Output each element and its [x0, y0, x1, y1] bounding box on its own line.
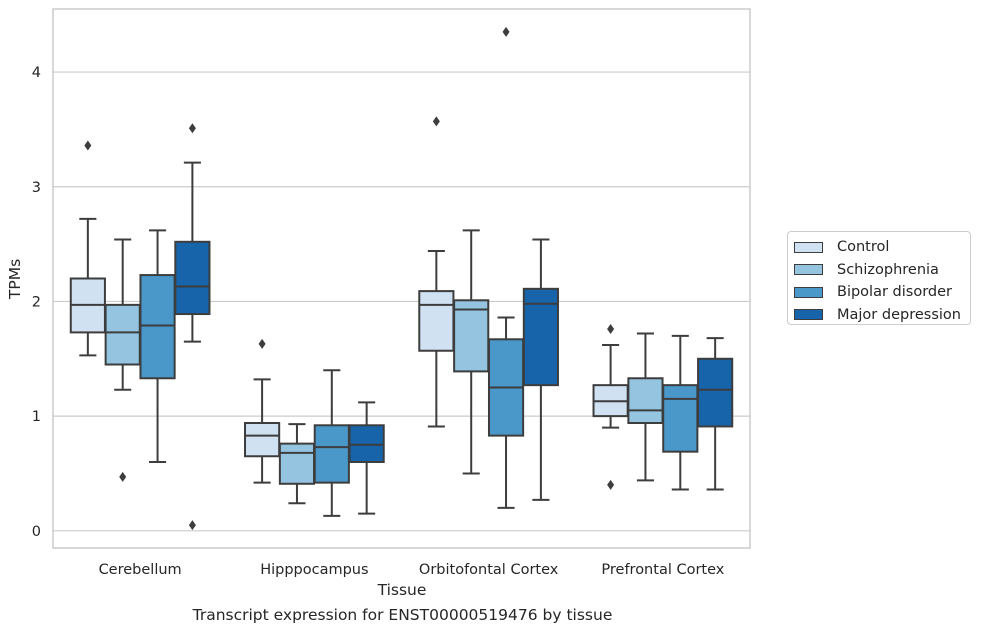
legend-item-schizophrenia: Schizophrenia	[794, 259, 970, 282]
y-axis-label: TPMs	[6, 259, 24, 300]
box-bipolar-disorder	[313, 369, 350, 517]
box-groups	[69, 26, 734, 531]
outlier-point	[502, 26, 510, 37]
iqr-box	[348, 424, 385, 463]
iqr-box	[627, 377, 664, 424]
box-control	[69, 140, 106, 357]
x-tick-labels: Cerebellum Hipppocampus Orbitofontal Corte…	[99, 562, 725, 578]
legend-item-major-depression: Major depression	[794, 304, 970, 327]
y-tick-label: 2	[32, 294, 41, 310]
y-tick-label: 0	[32, 524, 41, 540]
legend-swatch	[794, 241, 823, 253]
legend-item-bipolar: Bipolar disorder	[794, 281, 970, 304]
box-major-depression	[174, 123, 211, 531]
iqr-box	[697, 357, 734, 428]
iqr-box	[139, 274, 176, 380]
x-tick-label: Cerebellum	[99, 562, 182, 578]
chart-caption: Transcript expression for ENST0000051947…	[192, 606, 613, 624]
legend-swatch	[794, 309, 823, 321]
box-schizophrenia	[278, 423, 316, 505]
y-tick-label: 1	[32, 409, 41, 425]
legend-label: Schizophrenia	[837, 261, 939, 278]
legend-label: Control	[837, 239, 890, 256]
outlier-point	[188, 520, 196, 531]
box-bipolar-disorder	[662, 334, 699, 491]
legend-swatch	[794, 264, 823, 276]
box-control	[244, 338, 281, 484]
box-control	[592, 323, 629, 490]
legend-label: Major depression	[837, 306, 961, 323]
plot-frame	[52, 8, 751, 549]
iqr-box	[104, 303, 141, 366]
box-major-depression	[522, 238, 559, 501]
x-tick-label: Orbitofontal Cortex	[419, 562, 559, 578]
legend-item-control: Control	[794, 236, 970, 259]
x-tick-label: Prefrontal Cortex	[601, 562, 724, 578]
legend-label: Bipolar disorder	[837, 284, 952, 301]
box-major-depression	[348, 401, 385, 515]
outlier-point	[258, 338, 266, 349]
legend-swatch	[794, 286, 823, 298]
iqr-box	[453, 299, 490, 373]
box-major-depression	[697, 337, 734, 491]
y-tick-labels: 0 1 2 3 4	[32, 65, 41, 540]
outlier-point	[119, 471, 127, 482]
iqr-box	[418, 290, 455, 352]
iqr-box	[244, 421, 281, 458]
outlier-point	[84, 140, 92, 151]
outlier-point	[607, 323, 615, 334]
legend: Control Schizophrenia Bipolar disorder M…	[787, 231, 971, 325]
box-bipolar-disorder	[139, 229, 176, 463]
outlier-point	[607, 479, 615, 490]
x-tick-label: Hipppocampus	[260, 562, 368, 578]
box-schizophrenia	[104, 238, 141, 482]
box-bipolar-disorder	[487, 26, 525, 509]
outlier-point	[188, 123, 196, 134]
iqr-box	[522, 287, 559, 387]
outlier-point	[432, 116, 440, 127]
iqr-box	[662, 384, 699, 453]
y-tick-label: 4	[32, 65, 41, 81]
iqr-box	[313, 424, 350, 484]
box-control	[418, 116, 455, 428]
y-tick-label: 3	[32, 180, 41, 196]
iqr-box	[278, 442, 316, 485]
iqr-box	[174, 240, 211, 316]
box-schizophrenia	[453, 229, 490, 475]
box-schizophrenia	[627, 332, 664, 482]
x-axis-label: Tissue	[377, 581, 427, 599]
